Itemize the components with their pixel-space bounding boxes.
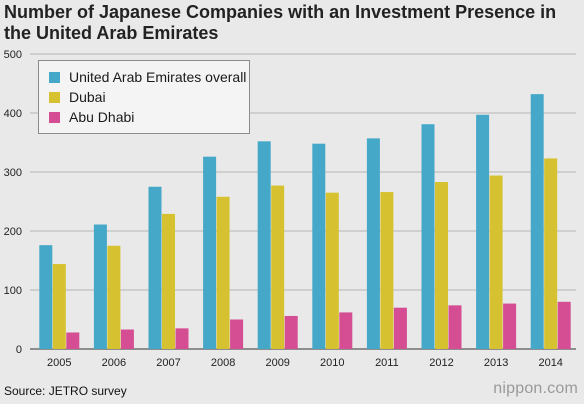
y-tick-label: 400 [4, 108, 22, 120]
bar-dubai [544, 158, 558, 349]
bar-united-arab-emirates-overall [257, 141, 271, 349]
bar-dubai [271, 185, 285, 349]
bar-dubai [435, 182, 448, 349]
bar-abu-dhabi [557, 301, 571, 349]
y-tick-label: 200 [4, 226, 22, 238]
x-tick-label: 2014 [538, 357, 562, 369]
y-tick-label: 0 [16, 344, 22, 356]
bar-abu-dhabi [448, 305, 462, 349]
bar-united-arab-emirates-overall [366, 138, 380, 349]
bar-dubai [107, 245, 121, 349]
bar-abu-dhabi [393, 307, 407, 349]
legend-item-dubai: Dubai [49, 87, 249, 107]
bar-abu-dhabi [120, 329, 134, 349]
bar-dubai [489, 175, 503, 349]
bar-united-arab-emirates-overall [530, 94, 544, 350]
x-tick-label: 2012 [429, 357, 453, 369]
x-tick-label: 2005 [47, 357, 71, 369]
x-tick-label: 2007 [156, 357, 180, 369]
legend-swatch-dubai [49, 91, 60, 103]
bar-dubai [52, 264, 66, 349]
nippon-logo: nippon.com [493, 380, 578, 397]
legend-swatch-uae [49, 71, 60, 83]
legend-item-abu-dhabi: Abu Dhabi [49, 107, 249, 127]
x-tick-label: 2010 [320, 357, 344, 369]
x-tick-label: 2008 [211, 357, 235, 369]
bar-united-arab-emirates-overall [148, 186, 162, 349]
legend-label-dubai: Dubai [69, 89, 106, 105]
chart-legend: United Arab Emirates overall Dubai Abu D… [38, 60, 250, 134]
source-note: Source: JETRO survey [4, 384, 127, 398]
bar-united-arab-emirates-overall [39, 245, 53, 349]
legend-swatch-abu-dhabi [49, 111, 60, 123]
y-tick-label: 300 [4, 167, 22, 179]
bar-abu-dhabi [503, 303, 517, 349]
chart-title: Number of Japanese Companies with an Inv… [4, 2, 557, 43]
bar-dubai [216, 196, 230, 349]
bar-abu-dhabi [230, 319, 244, 349]
bar-abu-dhabi [175, 328, 189, 349]
bar-dubai [162, 213, 175, 349]
legend-item-uae: United Arab Emirates overall [49, 67, 249, 87]
bar-dubai [325, 192, 339, 349]
legend-label-abu-dhabi: Abu Dhabi [69, 109, 135, 125]
x-tick-label: 2009 [265, 357, 289, 369]
bar-united-arab-emirates-overall [93, 224, 107, 349]
x-tick-label: 2011 [375, 357, 399, 369]
bar-abu-dhabi [66, 332, 80, 349]
y-tick-label: 100 [4, 285, 22, 297]
bar-abu-dhabi [339, 312, 353, 349]
bar-dubai [380, 192, 394, 349]
bar-united-arab-emirates-overall [421, 124, 435, 350]
bar-united-arab-emirates-overall [476, 114, 490, 350]
bar-united-arab-emirates-overall [312, 143, 326, 349]
legend-label-uae: United Arab Emirates overall [69, 69, 247, 85]
y-tick-label: 500 [4, 49, 22, 61]
x-tick-label: 2006 [102, 357, 126, 369]
bar-abu-dhabi [284, 315, 298, 349]
x-tick-label: 2013 [484, 357, 508, 369]
bar-united-arab-emirates-overall [203, 156, 217, 349]
